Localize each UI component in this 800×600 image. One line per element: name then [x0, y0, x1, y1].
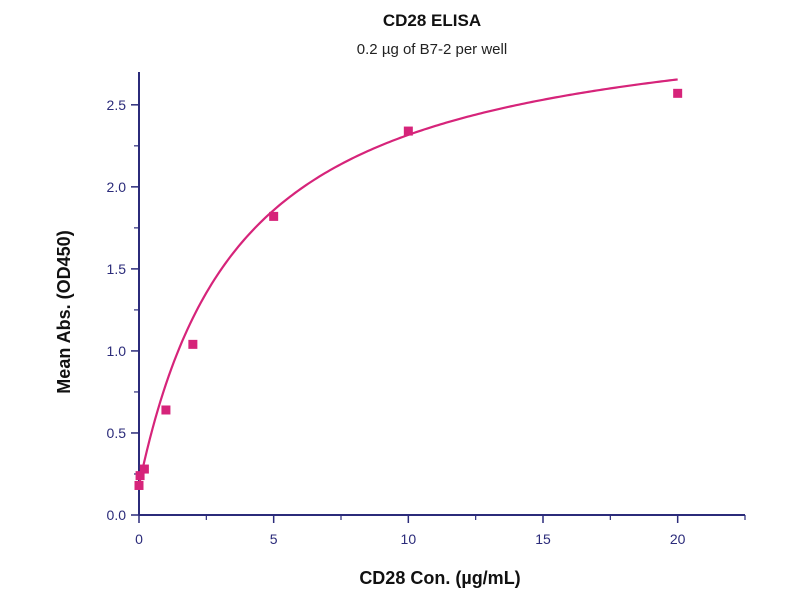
x-tick-label: 5 — [270, 531, 278, 547]
x-axis-label: CD28 Con. (µg/mL) — [359, 568, 520, 588]
data-point — [403, 126, 413, 136]
y-tick-label: 2.5 — [107, 97, 127, 113]
axes — [138, 72, 745, 516]
data-point — [135, 471, 145, 481]
fit-layer — [137, 78, 678, 486]
y-tick-label: 2.0 — [107, 179, 127, 195]
y-tick-label: 1.0 — [107, 343, 127, 359]
y-tick-label: 0.5 — [107, 425, 127, 441]
y-tick-label: 1.5 — [107, 261, 127, 277]
chart-subtitle: 0.2 µg of B7-2 per well — [357, 41, 507, 58]
data-point — [139, 464, 149, 474]
chart-title: CD28 ELISA — [383, 11, 481, 30]
x-tick-label: 0 — [135, 531, 143, 547]
x-tick-label: 15 — [535, 531, 551, 547]
ticks: 0 5 10 15 20 0.0 0.5 1.0 1.5 2.0 2.5 — [107, 97, 746, 547]
fit-curve — [137, 78, 678, 486]
points-layer — [134, 88, 683, 490]
x-tick-label: 10 — [401, 531, 417, 547]
y-tick-label: 0.0 — [107, 507, 127, 523]
y-axis-label: Mean Abs. (OD450) — [54, 230, 74, 393]
data-point — [188, 339, 198, 349]
data-point — [269, 211, 279, 221]
x-tick-label: 20 — [670, 531, 686, 547]
data-point — [134, 480, 144, 490]
data-point — [161, 405, 171, 415]
data-point — [673, 88, 683, 98]
